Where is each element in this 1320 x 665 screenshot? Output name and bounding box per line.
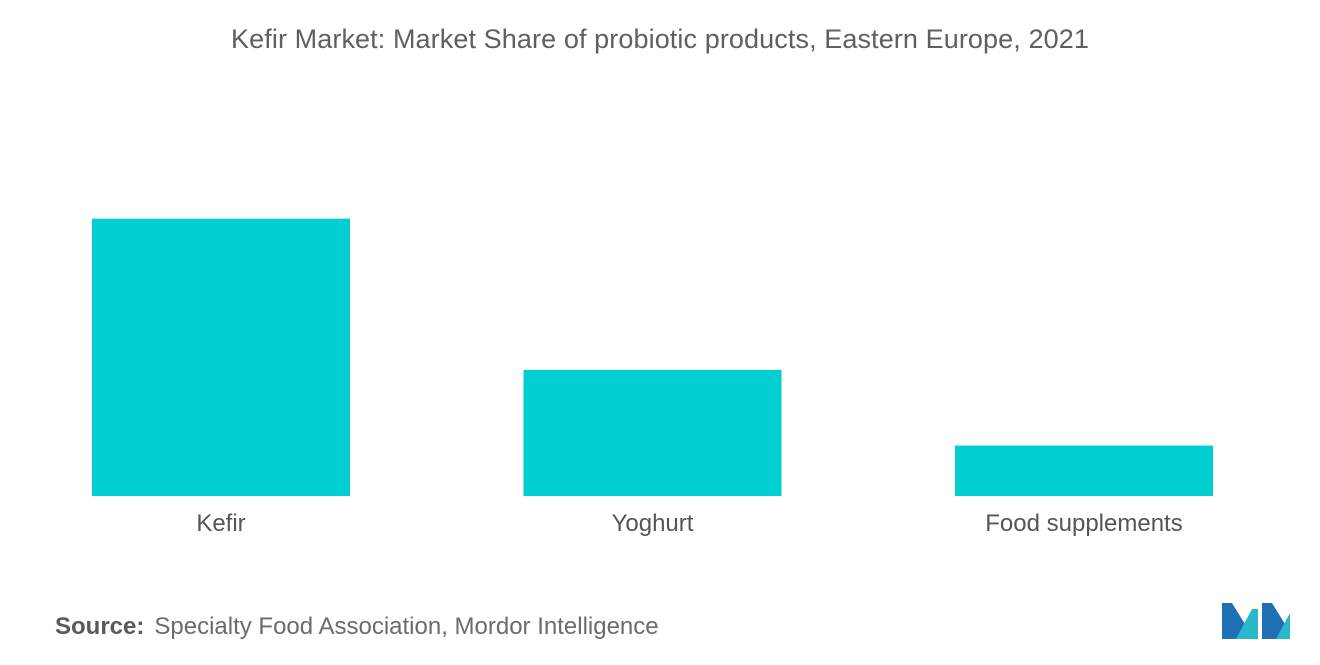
x-tick-label: Yoghurt — [612, 510, 694, 537]
bar-food-supplements — [955, 445, 1213, 496]
source-text: Specialty Food Association, Mordor Intel… — [154, 613, 659, 640]
source-note: Source: Specialty Food Association, Mordo… — [55, 613, 659, 641]
bar-kefir — [92, 218, 350, 496]
mordor-intelligence-logo-icon — [1222, 603, 1290, 639]
source-label: Source: — [55, 613, 145, 640]
chart-title: Kefir Market: Market Share of probiotic … — [231, 24, 1089, 54]
bar-yoghurt — [523, 369, 782, 496]
x-tick-label: Kefir — [196, 510, 245, 537]
x-tick-label: Food supplements — [985, 510, 1182, 537]
